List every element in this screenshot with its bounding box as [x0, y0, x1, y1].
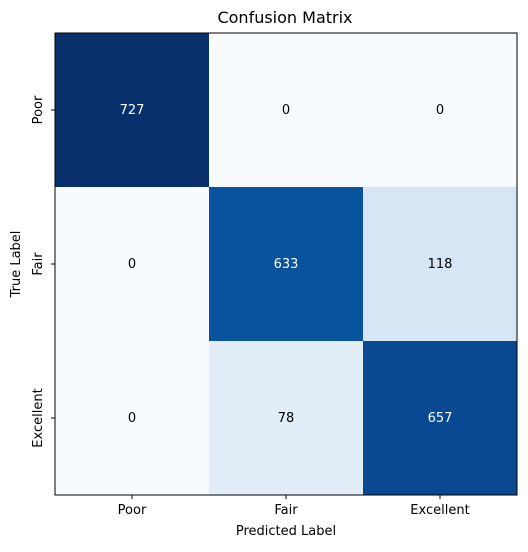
chart-title: Confusion Matrix	[217, 8, 352, 27]
y-tick-label: Excellent	[31, 388, 46, 447]
y-tick-label: Fair	[31, 252, 46, 276]
heatmap-cell	[209, 341, 364, 496]
x-tick-label: Excellent	[410, 503, 469, 518]
heatmap-cells	[55, 33, 518, 496]
cell-value-label: 0	[436, 103, 444, 118]
heatmap-cell	[55, 341, 210, 496]
x-axis-ticks: Poor Fair Excellent	[118, 495, 470, 518]
cell-value-label: 657	[428, 411, 453, 426]
cell-value-label: 727	[120, 103, 145, 118]
cell-value-label: 0	[128, 257, 136, 272]
cell-value-label: 633	[274, 257, 299, 272]
heatmap-cell	[209, 187, 364, 342]
y-axis-label: True Label	[9, 231, 24, 299]
heatmap-cell	[55, 187, 210, 342]
heatmap-cell	[363, 341, 518, 496]
heatmap-cell	[209, 33, 364, 188]
y-tick-label: Poor	[31, 95, 46, 124]
cell-value-label: 78	[278, 411, 295, 426]
heatmap-cell	[363, 187, 518, 342]
cell-value-label: 0	[128, 411, 136, 426]
x-tick-label: Poor	[118, 503, 147, 518]
y-axis-ticks: Poor Fair Excellent	[31, 95, 55, 448]
heatmap-cell	[55, 33, 210, 188]
cell-value-label: 118	[428, 257, 453, 272]
x-tick-label: Fair	[274, 503, 298, 518]
cell-value-label: 0	[282, 103, 290, 118]
heatmap-cell	[363, 33, 518, 188]
heatmap-cell-labels: 727 0 0 0 633 118 0 78 657	[120, 103, 453, 426]
x-axis-label: Predicted Label	[236, 524, 336, 539]
